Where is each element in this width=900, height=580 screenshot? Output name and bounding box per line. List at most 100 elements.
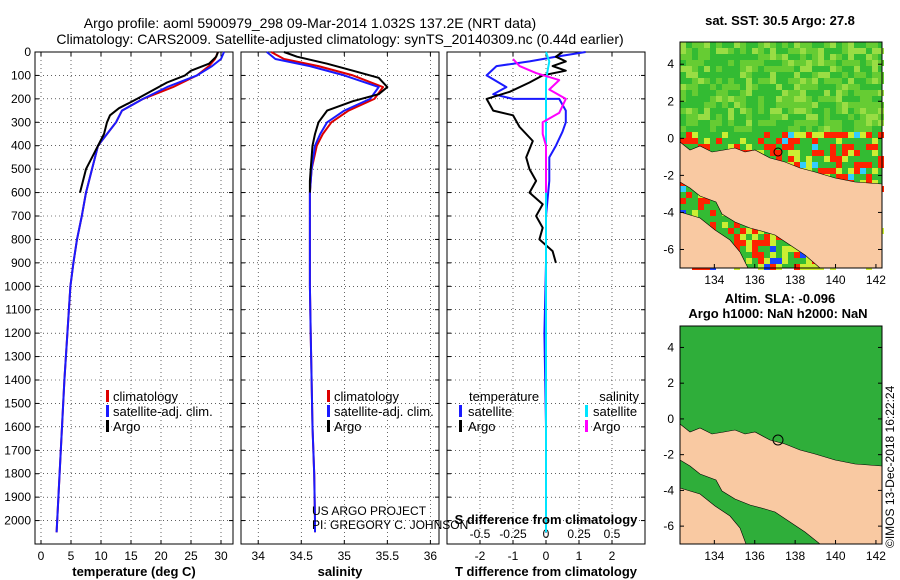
sst-cell [872, 66, 878, 72]
map-lon-tick-label: 134 [704, 273, 724, 287]
sst-cell [788, 108, 794, 114]
sst-cell [794, 48, 800, 54]
depth-tick-label: 1200 [4, 326, 31, 340]
sst-cell [686, 132, 692, 138]
sst-cell [800, 54, 806, 60]
sst-cell [776, 102, 782, 108]
depth-axis: 0 100 200 300 400 500 600 700 800 900 1000 1100 1200… [4, 45, 645, 528]
sst-cell [842, 144, 848, 150]
difference-legend-salinity: salinity satellite Argo [585, 389, 639, 434]
sst-cell [800, 264, 806, 270]
sst-cell [692, 84, 698, 90]
sst-cell [740, 48, 746, 54]
sst-cell [758, 60, 764, 66]
sst-cell [728, 48, 734, 54]
depth-tick-label: 500 [11, 162, 31, 176]
sst-cell [782, 132, 788, 138]
sst-cell [776, 138, 782, 144]
sst-cell [836, 120, 842, 126]
sst-cell [692, 210, 698, 216]
sst-cell [872, 54, 878, 60]
depth-tick-label: 1100 [5, 303, 31, 317]
sst-cell [800, 78, 806, 84]
depth-tick-label: 900 [11, 256, 31, 270]
sst-cell [800, 84, 806, 90]
legend-label-argo: Argo [113, 419, 140, 434]
sst-cell [788, 78, 794, 84]
sst-cell [860, 108, 866, 114]
sst-cell [704, 198, 710, 204]
sst-cell [812, 102, 818, 108]
sst-cell [872, 72, 878, 78]
sst-cell [752, 234, 758, 240]
sst-cell [836, 174, 842, 180]
sst-cell [704, 66, 710, 72]
sst-cell [866, 96, 872, 102]
sst-cell [740, 42, 746, 48]
sst-cell [842, 102, 848, 108]
sst-cell [692, 108, 698, 114]
map-lat-tick-label: 0 [667, 412, 674, 426]
sst-cell [878, 114, 884, 120]
sst-cell [692, 114, 698, 120]
sst-cell [764, 240, 770, 246]
sst-cell [848, 114, 854, 120]
sst-cell [830, 156, 836, 162]
sst-cell [704, 108, 710, 114]
sst-cell [860, 162, 866, 168]
sst-cell [842, 48, 848, 54]
sst-cell [830, 42, 836, 48]
sst-cell [794, 156, 800, 162]
sst-cell [878, 156, 884, 162]
map-lat-tick-label: 2 [667, 376, 674, 390]
sst-cell [794, 108, 800, 114]
sst-cell [830, 120, 836, 126]
sst-cell [872, 180, 878, 186]
sst-cell [698, 42, 704, 48]
sst-cell [734, 240, 740, 246]
temperature-legend: climatology satellite-adj. clim. Argo [106, 389, 213, 434]
legend-swatch-t-satellite [459, 405, 462, 417]
s-diff-tick-label: 0 [543, 527, 550, 541]
sst-cell [758, 96, 764, 102]
x-tick-label: 1 [576, 549, 583, 563]
sst-cell [872, 42, 878, 48]
sst-cell [848, 174, 854, 180]
sst-cell [776, 108, 782, 114]
sst-cell [836, 162, 842, 168]
sst-cell [794, 138, 800, 144]
sst-cell [836, 66, 842, 72]
sst-cell [788, 66, 794, 72]
sst-cell [788, 132, 794, 138]
sst-cell [806, 114, 812, 120]
sst-cell [842, 108, 848, 114]
legend-swatch-s-argo [585, 420, 588, 432]
sst-cell [782, 42, 788, 48]
sst-cell [794, 120, 800, 126]
sst-cell [836, 156, 842, 162]
sst-cell [686, 120, 692, 126]
sst-cell [704, 102, 710, 108]
x-tick-label: -1 [508, 549, 519, 563]
sst-cell [770, 246, 776, 252]
sst-cell [836, 126, 842, 132]
sst-cell [854, 102, 860, 108]
depth-tick-label: 700 [11, 209, 31, 223]
sst-cell [824, 72, 830, 78]
sst-cell [824, 60, 830, 66]
sst-cell [848, 132, 854, 138]
map-lat-tick-label: -4 [663, 483, 674, 497]
sst-cell [740, 228, 746, 234]
t-difference-axis-label: T difference from climatology [455, 564, 638, 579]
sst-cell [854, 48, 860, 54]
sst-cell [776, 96, 782, 102]
sst-cell [866, 108, 872, 114]
sst-cell [800, 102, 806, 108]
sst-cell [770, 42, 776, 48]
sst-cell [812, 162, 818, 168]
sst-cell [776, 150, 782, 156]
sst-cell [800, 252, 806, 258]
sst-cell [746, 246, 752, 252]
sst-cell [854, 72, 860, 78]
s-diff-tick-label: 0.25 [567, 527, 591, 541]
